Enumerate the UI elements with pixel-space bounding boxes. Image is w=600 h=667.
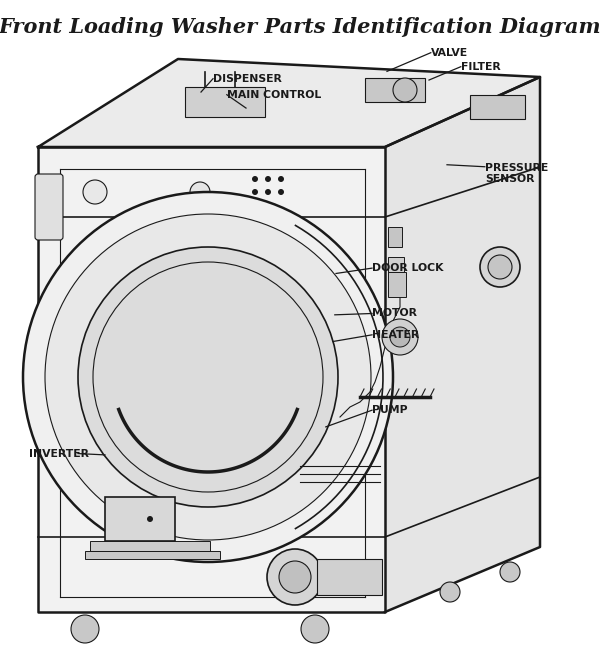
Circle shape [301, 615, 329, 643]
Circle shape [265, 202, 271, 208]
Bar [317, 559, 382, 595]
Circle shape [390, 327, 410, 347]
Text: PRESSURE
SENSOR: PRESSURE SENSOR [485, 163, 548, 184]
Bar [470, 95, 525, 119]
Circle shape [500, 562, 520, 582]
Circle shape [278, 189, 284, 195]
Text: FILTER: FILTER [461, 62, 500, 71]
Circle shape [71, 615, 99, 643]
Bar [388, 272, 406, 297]
Text: HEATER: HEATER [372, 330, 419, 340]
Circle shape [279, 561, 311, 593]
Bar [388, 257, 404, 272]
Polygon shape [38, 147, 385, 612]
Polygon shape [385, 77, 540, 612]
Bar [365, 78, 425, 102]
Bar [388, 227, 402, 247]
Text: VALVE: VALVE [431, 48, 468, 57]
Text: MAIN CONTROL: MAIN CONTROL [227, 90, 321, 99]
Circle shape [252, 202, 258, 208]
Polygon shape [38, 59, 540, 147]
Bar [185, 87, 265, 117]
Text: INVERTER: INVERTER [29, 449, 89, 458]
Text: PUMP: PUMP [372, 406, 407, 415]
Circle shape [382, 319, 418, 355]
Text: MOTOR: MOTOR [372, 309, 417, 318]
Circle shape [265, 189, 271, 195]
Text: Front Loading Washer Parts Identification Diagram: Front Loading Washer Parts Identificatio… [0, 17, 600, 37]
Circle shape [440, 582, 460, 602]
Circle shape [480, 247, 520, 287]
Circle shape [78, 247, 338, 507]
Circle shape [23, 192, 393, 562]
Circle shape [265, 176, 271, 182]
Circle shape [252, 176, 258, 182]
Circle shape [252, 189, 258, 195]
Circle shape [45, 214, 371, 540]
Circle shape [267, 549, 323, 605]
Bar [85, 551, 220, 559]
Bar [90, 541, 210, 551]
Text: DOOR LOCK: DOOR LOCK [372, 263, 443, 273]
Text: DISPENSER: DISPENSER [213, 74, 282, 83]
Circle shape [278, 176, 284, 182]
Bar [105, 497, 175, 541]
Circle shape [488, 255, 512, 279]
Circle shape [190, 182, 210, 202]
Circle shape [83, 180, 107, 204]
FancyBboxPatch shape [35, 174, 63, 240]
Circle shape [147, 516, 153, 522]
Circle shape [393, 78, 417, 102]
